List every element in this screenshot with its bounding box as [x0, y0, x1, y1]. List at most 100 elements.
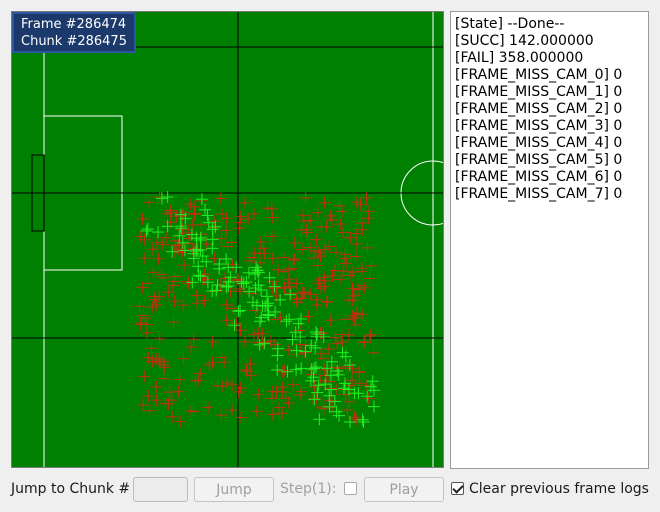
fail-marker: [345, 374, 358, 387]
fail-marker: [155, 268, 168, 281]
fail-marker: [336, 336, 349, 349]
fail-marker: [181, 237, 194, 250]
play-button[interactable]: Play: [364, 477, 444, 502]
fail-marker: [277, 265, 290, 278]
success-marker: [178, 244, 191, 257]
fail-marker: [226, 378, 239, 391]
success-marker: [189, 245, 202, 258]
jump-button[interactable]: Jump: [194, 477, 274, 502]
log-line-cam-0: [FRAME_MISS_CAM_0] 0: [455, 67, 623, 83]
fail-marker: [188, 207, 201, 220]
fail-marker: [304, 288, 317, 301]
success-marker: [281, 365, 294, 378]
success-marker: [263, 271, 276, 284]
success-marker: [161, 191, 174, 203]
fail-marker: [185, 341, 198, 354]
clear-logs-checkbox[interactable]: [451, 482, 464, 495]
fail-marker: [311, 206, 324, 219]
success-marker: [290, 363, 303, 376]
fail-marker: [153, 332, 166, 345]
fail-marker: [161, 207, 174, 220]
clear-logs-label: Clear previous frame logs: [469, 481, 649, 497]
step-checkbox[interactable]: [344, 482, 357, 495]
success-marker: [202, 216, 215, 229]
fail-marker: [339, 313, 352, 326]
log-line-cam-2: [FRAME_MISS_CAM_2] 0: [455, 101, 623, 117]
fail-marker: [133, 300, 146, 313]
fail-marker: [216, 380, 229, 393]
success-marker: [213, 262, 226, 275]
success-marker: [339, 377, 352, 390]
chunk-number-input[interactable]: [133, 477, 188, 502]
fail-marker: [230, 317, 243, 330]
fail-marker: [321, 295, 334, 308]
fail-marker: [336, 205, 349, 218]
fail-marker: [240, 363, 253, 376]
fail-marker: [278, 281, 291, 294]
fail-marker: [364, 328, 377, 341]
field-canvas: [12, 12, 443, 467]
fail-marker: [137, 399, 150, 412]
fail-marker: [177, 206, 190, 219]
success-marker: [196, 250, 209, 263]
success-marker: [344, 416, 357, 428]
success-marker: [228, 319, 241, 332]
fail-marker: [220, 314, 233, 327]
success-marker: [311, 386, 324, 399]
success-marker: [232, 305, 245, 318]
fail-marker: [348, 311, 361, 324]
fail-marker: [257, 242, 270, 255]
fail-marker: [276, 407, 289, 420]
success-marker: [250, 261, 263, 274]
fail-marker: [178, 259, 191, 272]
success-marker: [201, 276, 214, 289]
fail-marker: [167, 316, 180, 329]
fail-marker: [337, 226, 350, 239]
log-panel[interactable]: [State] --Done-- [SUCC] 142.000000 [FAIL…: [450, 11, 649, 469]
fail-marker: [220, 212, 233, 225]
success-marker: [201, 209, 214, 222]
success-marker: [255, 283, 268, 296]
fail-marker: [166, 410, 179, 423]
success-marker: [308, 362, 321, 375]
fail-marker: [297, 286, 310, 299]
success-marker: [271, 364, 284, 377]
fail-marker: [234, 382, 247, 395]
fail-marker: [147, 266, 160, 279]
fail-marker: [320, 220, 333, 233]
fail-marker: [290, 293, 303, 306]
fail-marker: [343, 269, 356, 282]
step-label: Step(1):: [280, 481, 337, 497]
log-line-cam-6: [FRAME_MISS_CAM_6] 0: [455, 169, 623, 185]
success-marker: [366, 375, 379, 388]
fail-marker: [143, 404, 156, 417]
fail-marker: [367, 346, 380, 359]
success-marker: [338, 382, 351, 395]
fail-marker: [294, 292, 307, 305]
success-marker: [222, 261, 235, 274]
success-marker: [319, 378, 332, 391]
success-marker: [312, 379, 325, 392]
frame-number: Frame #286474: [21, 17, 127, 32]
fail-marker: [333, 199, 346, 212]
fail-marker: [349, 250, 362, 263]
fail-marker: [304, 241, 317, 254]
fail-marker: [339, 388, 352, 401]
fail-marker: [346, 266, 359, 279]
fail-marker: [198, 294, 211, 307]
fail-marker: [239, 335, 252, 348]
fail-marker: [187, 333, 200, 346]
fail-marker: [163, 386, 176, 399]
frame-badge: Frame #286474 Chunk #286475: [12, 12, 136, 53]
fail-marker: [211, 379, 224, 392]
success-marker: [307, 371, 320, 384]
success-marker: [283, 313, 296, 326]
fail-marker: [326, 269, 339, 282]
success-marker: [166, 245, 179, 258]
log-line-cam-3: [FRAME_MISS_CAM_3] 0: [455, 118, 623, 134]
fail-marker: [252, 388, 265, 401]
success-marker: [309, 341, 322, 354]
success-marker: [280, 315, 293, 328]
fail-marker: [299, 192, 312, 205]
success-marker: [325, 383, 338, 396]
